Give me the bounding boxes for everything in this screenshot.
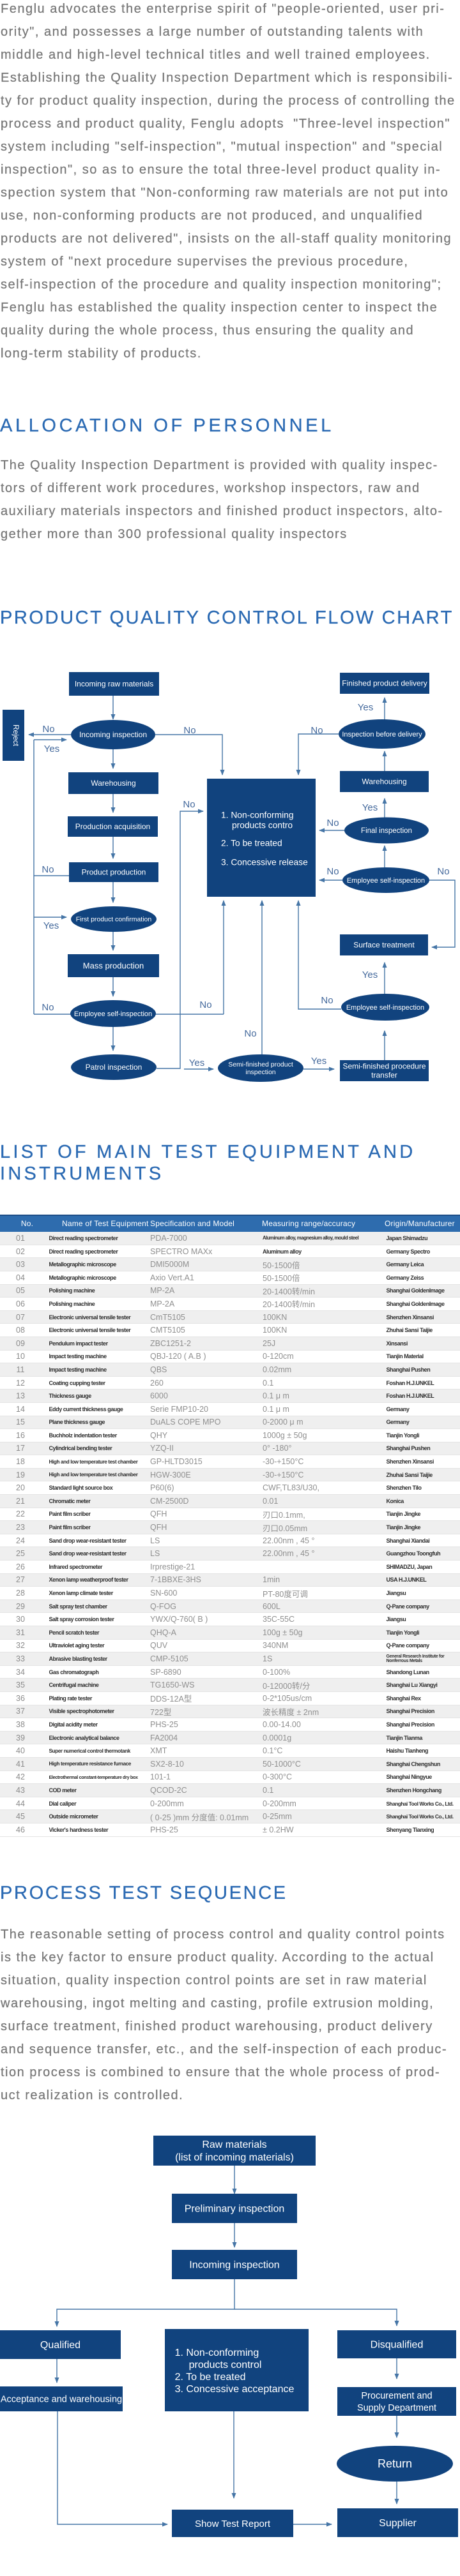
svg-text:inspection: inspection [245, 1068, 275, 1076]
svg-text:Yes: Yes [44, 744, 59, 754]
svg-text:Patrol inspection: Patrol inspection [86, 1063, 142, 1072]
svg-text:Reject: Reject [12, 724, 20, 747]
svg-text:Yes: Yes [362, 802, 378, 813]
svg-text:Incoming inspection: Incoming inspection [79, 730, 147, 739]
svg-text:products control: products control [189, 2360, 262, 2370]
svg-text:Semi-finished product: Semi-finished product [228, 1061, 293, 1068]
svg-text:Employee self-inspection: Employee self-inspection [74, 1010, 152, 1018]
svg-text:Return: Return [378, 2457, 412, 2470]
svg-text:No: No [199, 1000, 211, 1010]
svg-text:Mass production: Mass production [83, 961, 144, 971]
svg-text:3. Concessive release: 3. Concessive release [221, 858, 308, 867]
svg-text:No: No [42, 1002, 54, 1013]
svg-text:2. To be treated: 2. To be treated [221, 839, 282, 848]
svg-text:Raw materials: Raw materials [202, 2139, 266, 2150]
svg-text:Supplier: Supplier [379, 2518, 417, 2529]
svg-text:1. Non-conforming: 1. Non-conforming [221, 811, 294, 820]
svg-text:Product production: Product production [82, 868, 146, 877]
svg-text:transfer: transfer [371, 1071, 397, 1080]
svg-text:No: No [244, 1028, 256, 1039]
svg-text:Yes: Yes [362, 970, 378, 980]
svg-text:No: No [310, 725, 323, 736]
svg-text:Semi-finished procedure: Semi-finished procedure [342, 1062, 425, 1071]
svg-text:(list of incoming materials): (list of incoming materials) [175, 2152, 294, 2163]
svg-text:No: No [42, 724, 54, 735]
svg-text:No: No [183, 799, 195, 810]
svg-text:Disqualified: Disqualified [371, 2340, 424, 2351]
svg-text:No: No [437, 866, 449, 877]
svg-text:Yes: Yes [189, 1058, 204, 1068]
svg-text:No: No [42, 864, 54, 875]
svg-text:Preliminary inspection: Preliminary inspection [185, 2204, 285, 2215]
svg-text:Warehousing: Warehousing [362, 777, 406, 786]
svg-text:Warehousing: Warehousing [91, 779, 135, 788]
svg-text:Incoming raw materials: Incoming raw materials [75, 680, 153, 689]
svg-text:Supply Department: Supply Department [357, 2403, 436, 2413]
svg-text:Yes: Yes [43, 920, 59, 931]
svg-text:Production acquisition: Production acquisition [75, 822, 150, 831]
svg-text:Finished product delivery: Finished product delivery [342, 679, 427, 688]
svg-text:No: No [326, 866, 339, 877]
svg-text:1. Non-conforming: 1. Non-conforming [175, 2348, 259, 2358]
svg-text:Final inspection: Final inspection [361, 827, 412, 835]
svg-text:Yes: Yes [358, 702, 373, 713]
svg-text:No: No [326, 818, 339, 828]
svg-text:Employee self-inspection: Employee self-inspection [347, 877, 425, 885]
svg-text:Show Test Report: Show Test Report [195, 2519, 271, 2529]
svg-text:Procurement and: Procurement and [361, 2391, 432, 2401]
svg-text:First product confirmation: First product confirmation [76, 916, 152, 924]
svg-text:Yes: Yes [311, 1056, 326, 1067]
svg-text:2. To be treated: 2. To be treated [175, 2372, 246, 2383]
svg-text:products contro: products contro [232, 821, 293, 830]
svg-text:Incoming inspection: Incoming inspection [189, 2260, 279, 2271]
svg-text:No: No [183, 725, 195, 736]
svg-text:Qualified: Qualified [40, 2340, 80, 2351]
svg-text:Inspection before delivery: Inspection before delivery [342, 731, 422, 738]
svg-text:Surface treatment: Surface treatment [353, 941, 415, 950]
svg-text:Employee self-inspection: Employee self-inspection [346, 1004, 424, 1012]
svg-text:Acceptance and warehousing: Acceptance and warehousing [1, 2395, 122, 2405]
svg-text:3. Concessive acceptance: 3. Concessive acceptance [175, 2384, 295, 2395]
svg-text:No: No [321, 995, 333, 1006]
